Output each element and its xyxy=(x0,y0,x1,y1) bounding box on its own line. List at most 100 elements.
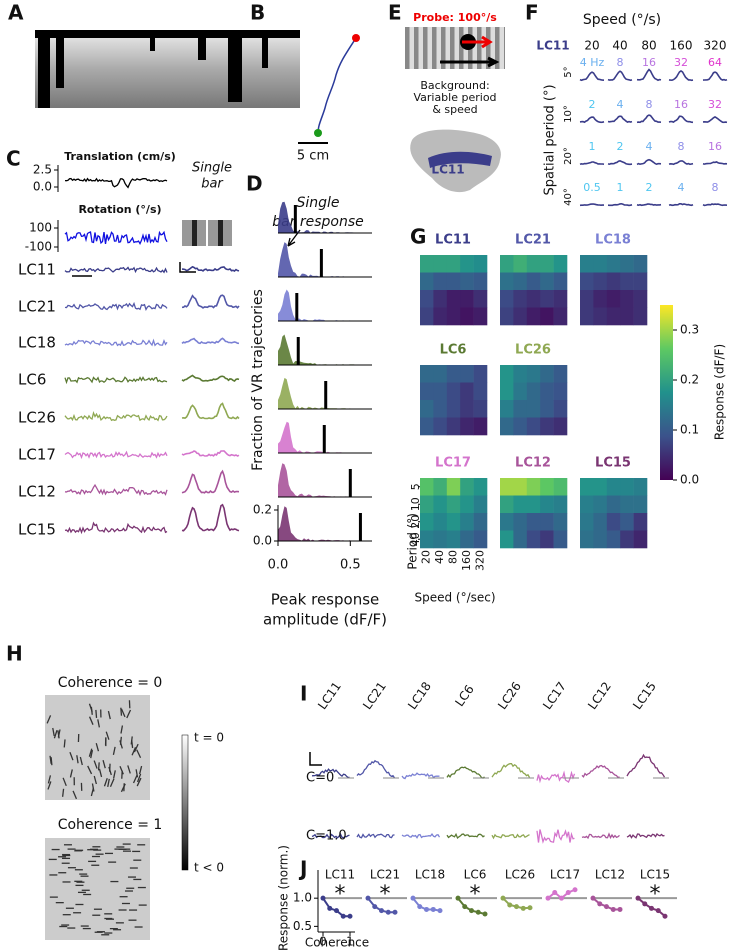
heatmap-cell xyxy=(553,417,568,436)
dot-streak xyxy=(138,765,143,775)
response-point xyxy=(642,901,648,907)
response-point xyxy=(410,895,416,901)
heatmap-cell xyxy=(500,365,514,383)
heatmap-cell xyxy=(473,307,488,326)
label: 5 cm xyxy=(297,149,329,164)
dot-streak xyxy=(47,775,52,784)
heatmap-cell xyxy=(540,513,554,531)
speed-trace xyxy=(579,116,605,124)
label: LC11 xyxy=(431,163,464,177)
heatmap-cell xyxy=(540,382,554,401)
speed-trace xyxy=(579,203,604,207)
stimulus xyxy=(405,27,505,193)
label: LC11 xyxy=(435,233,471,248)
dot-streak xyxy=(120,707,123,716)
label: 4 Hz xyxy=(580,56,605,69)
heatmap-cell xyxy=(500,272,514,291)
label: t = 0 xyxy=(194,731,224,745)
label: bar xyxy=(201,177,224,192)
response-point xyxy=(475,909,481,915)
heatmap-cell xyxy=(500,530,514,549)
heatmap-cell xyxy=(553,290,568,308)
heatmap-cell xyxy=(446,513,461,531)
heatmap-cell xyxy=(420,255,434,273)
heatmap-cell xyxy=(593,290,608,308)
heatmap-cell xyxy=(433,495,448,514)
heatmap-cell xyxy=(526,400,541,418)
dot-streak xyxy=(57,729,61,738)
heatmap-cell xyxy=(500,255,514,273)
heatmap-cell xyxy=(606,495,621,514)
heatmap-cell xyxy=(513,307,528,326)
heatmap-cell xyxy=(420,478,434,496)
speed-trace xyxy=(579,71,605,82)
dot-streak xyxy=(98,768,103,778)
heatmap-cell xyxy=(553,513,568,531)
heatmap-cell xyxy=(526,495,541,514)
label: LC21 xyxy=(18,298,56,316)
response-point xyxy=(482,911,488,917)
label: Background: xyxy=(420,79,489,92)
speed-trace xyxy=(702,203,728,207)
response-point xyxy=(655,908,661,914)
heatmap-cell xyxy=(433,307,448,326)
label: Coherence = 1 xyxy=(58,817,163,833)
trace xyxy=(491,763,531,778)
label: LC18 xyxy=(18,334,56,352)
trace xyxy=(536,829,575,844)
response-point xyxy=(597,901,603,907)
label: 0.2 xyxy=(680,373,699,387)
heatmap-cell xyxy=(540,272,554,291)
scale-bar xyxy=(179,262,196,273)
label: 32 xyxy=(708,98,722,111)
response-point xyxy=(552,890,558,896)
heatmap-cell xyxy=(513,272,528,291)
panel-letter: A xyxy=(8,1,24,25)
speed-trace xyxy=(636,114,662,124)
heatmap-cell xyxy=(433,290,448,308)
response-point xyxy=(469,908,474,914)
dot-streak xyxy=(120,725,124,734)
label: 4 xyxy=(678,181,685,194)
label: LC6 xyxy=(440,343,467,358)
histogram xyxy=(278,242,365,277)
dot-streak xyxy=(52,727,55,737)
label: 8 xyxy=(678,140,685,153)
response-point xyxy=(379,908,384,914)
dot-streak xyxy=(97,762,100,771)
label: 20 xyxy=(420,550,433,564)
label: LC18 xyxy=(415,868,445,882)
heatmap-cell xyxy=(473,290,488,308)
dot-streak xyxy=(47,781,52,790)
speed-trace xyxy=(668,203,694,207)
heatmap-cell xyxy=(460,530,474,549)
dot-streak xyxy=(93,760,98,769)
label: LC12 xyxy=(595,868,625,882)
heatmap-cell xyxy=(553,478,568,496)
response-point xyxy=(392,909,398,915)
heatmap-cell xyxy=(500,495,514,514)
heatmap-cell xyxy=(606,513,621,531)
histogram xyxy=(278,334,365,365)
heatmap-cell xyxy=(513,417,528,436)
heatmap-cell xyxy=(606,272,621,291)
label: 0.3 xyxy=(680,323,699,337)
heatmap-cell xyxy=(620,530,634,549)
heatmap-cell xyxy=(460,478,474,496)
heatmap-cell xyxy=(620,272,634,291)
label: 64 xyxy=(708,56,722,69)
heatmap-cell xyxy=(513,255,528,273)
trace xyxy=(626,753,666,778)
heatmap-cell xyxy=(473,495,488,514)
heatmap-cell xyxy=(446,307,461,326)
heatmap-cell xyxy=(446,290,461,308)
histogram xyxy=(278,289,365,321)
heatmap-cell xyxy=(620,495,634,514)
heatmap-cell xyxy=(473,417,488,436)
heatmap-cell xyxy=(620,255,634,273)
trace xyxy=(626,833,665,839)
heatmap-cell xyxy=(553,495,568,514)
heatmap-cell xyxy=(526,272,541,291)
heatmap-cell xyxy=(633,290,648,308)
dot-streak xyxy=(107,710,111,720)
